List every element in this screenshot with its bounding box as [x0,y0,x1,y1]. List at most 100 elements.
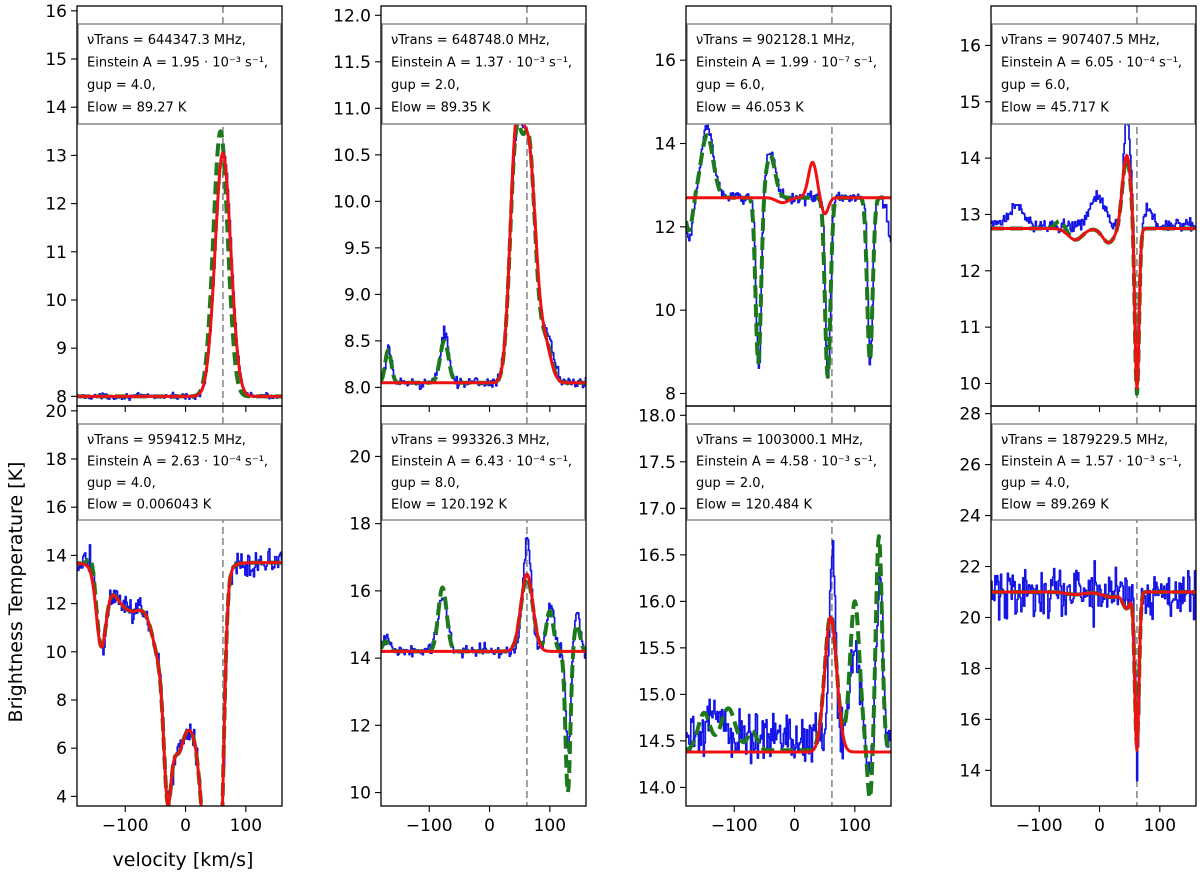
transition-info-line: νTrans = 907407.5 MHz, [1001,33,1160,48]
transition-info-line: gup = 4.0, [87,78,156,93]
y-tick-label: 10.0 [333,192,371,212]
y-tick-label: 10 [349,784,371,804]
x-tick-label: 0 [180,816,191,836]
axes-frame [380,405,587,807]
x-tick-label: 100 [1144,816,1176,836]
transition-info-line: Einstein A = 6.43 · 10⁻⁴ s⁻¹, [391,455,572,470]
axes-frame [685,405,892,807]
series-model-2 [686,615,891,754]
series-model-2 [991,590,1196,752]
y-tick-label: 14 [654,135,676,155]
panel-row2-col2: νTrans = 993326.3 MHz, Einstein A = 6.43 … [349,405,587,836]
transition-info-line: Einstein A = 1.57 · 10⁻³ s⁻¹, [1001,455,1182,470]
y-tick-label: 11 [959,318,981,338]
y-tick-label: 9.5 [344,239,371,259]
series-model-1 [381,575,586,795]
series-model-1 [686,133,891,379]
y-tick-label: 28 [959,405,981,425]
transition-info-box [991,423,1196,521]
y-tick-label: 10.5 [333,146,371,166]
x-tick-label: 0 [789,816,800,836]
x-tick-label: −100 [102,816,149,836]
y-tick-label: 10 [959,374,981,394]
y-tick-label: 12 [959,262,981,282]
transition-info-line: Einstein A = 1.37 · 10⁻³ s⁻¹, [391,56,572,71]
series-observed [686,540,891,775]
y-tick-label: 10 [654,301,676,321]
y-tick-label: 16.5 [638,546,676,566]
transition-info-box [77,423,282,521]
y-tick-label: 20 [45,402,67,422]
transition-info-line: νTrans = 1003000.1 MHz, [696,433,863,448]
x-tick-label: 0 [484,816,495,836]
panel-row1-col1: νTrans = 644347.3 MHz, Einstein A = 1.95 … [45,2,283,412]
axes-frame [990,405,1197,807]
y-axis-title: Brightness Temperature [K] [5,462,27,723]
transition-info-box [991,23,1196,125]
transition-info-line: Elow = 120.484 K [696,498,812,513]
transition-info-line: gup = 4.0, [1001,476,1070,491]
series-model-2 [77,561,282,806]
y-tick-label: 14 [349,649,371,669]
series-observed [77,544,282,806]
panel-row2-col1: νTrans = 959412.5 MHz, Einstein A = 2.63 … [45,402,283,836]
transition-info-line: Einstein A = 1.99 · 10⁻⁷ s⁻¹, [696,56,877,71]
y-tick-label: 8 [665,385,676,405]
series-model-1 [991,156,1196,396]
y-tick-label: 8.5 [344,332,371,352]
transition-info-line: Einstein A = 1.95 · 10⁻³ s⁻¹, [87,56,268,71]
y-tick-label: 12 [45,595,67,615]
y-tick-label: 8 [56,691,67,711]
y-tick-label: 20 [959,608,981,628]
y-tick-label: 8 [56,387,67,407]
y-tick-label: 12 [654,218,676,238]
x-tick-label: −100 [406,816,453,836]
panel-row1-col2: νTrans = 648748.0 MHz, Einstein A = 1.37 … [333,5,587,412]
panel-grid: νTrans = 644347.3 MHz, Einstein A = 1.95 … [45,2,1197,836]
y-tick-label: 14.5 [638,732,676,752]
series-model-1 [686,534,891,800]
y-tick-label: 11.5 [333,53,371,73]
y-tick-label: 16 [959,710,981,730]
series-model-2 [991,154,1196,390]
y-tick-label: 6 [56,739,67,759]
transition-info-line: νTrans = 902128.1 MHz, [696,33,855,48]
y-tick-label: 15.0 [638,685,676,705]
series-model-2 [77,151,282,398]
series-observed [991,120,1196,388]
transition-info-line: Elow = 45.717 K [1001,101,1109,116]
x-tick-label: 0 [1094,816,1105,836]
transition-info-line: gup = 6.0, [1001,78,1070,93]
series-observed [77,150,282,401]
y-tick-label: 16 [349,582,371,602]
y-tick-label: 15 [959,93,981,113]
y-tick-label: 18 [959,659,981,679]
transition-info-line: Elow = 46.053 K [696,101,804,116]
transition-info-line: νTrans = 648748.0 MHz, [391,33,550,48]
transition-info-line: Elow = 0.006043 K [87,498,212,513]
axes-frame [76,405,283,807]
transition-info-line: gup = 8.0, [391,476,460,491]
panel-row2-col4: νTrans = 1879229.5 MHz, Einstein A = 1.57… [959,405,1197,836]
y-tick-label: 16 [959,36,981,56]
transition-info-box [381,23,586,125]
transition-info-line: gup = 4.0, [87,476,156,491]
y-tick-label: 17.0 [638,499,676,519]
x-tick-label: 100 [230,816,262,836]
y-tick-label: 20 [349,447,371,467]
y-tick-label: 14 [959,761,981,781]
y-tick-label: 14 [45,546,67,566]
y-tick-label: 22 [959,558,981,578]
x-axis-title: velocity [km/s] [113,849,254,871]
y-tick-label: 18.0 [638,406,676,426]
y-tick-label: 17.5 [638,453,676,473]
y-tick-label: 11.0 [333,99,371,119]
transition-info-line: νTrans = 1879229.5 MHz, [1001,433,1168,448]
y-tick-label: 8.0 [344,378,371,398]
y-tick-label: 13 [45,146,67,166]
series-observed [381,117,586,391]
transition-info-box [381,423,586,521]
transition-info-line: gup = 2.0, [391,78,460,93]
y-tick-label: 10 [45,291,67,311]
